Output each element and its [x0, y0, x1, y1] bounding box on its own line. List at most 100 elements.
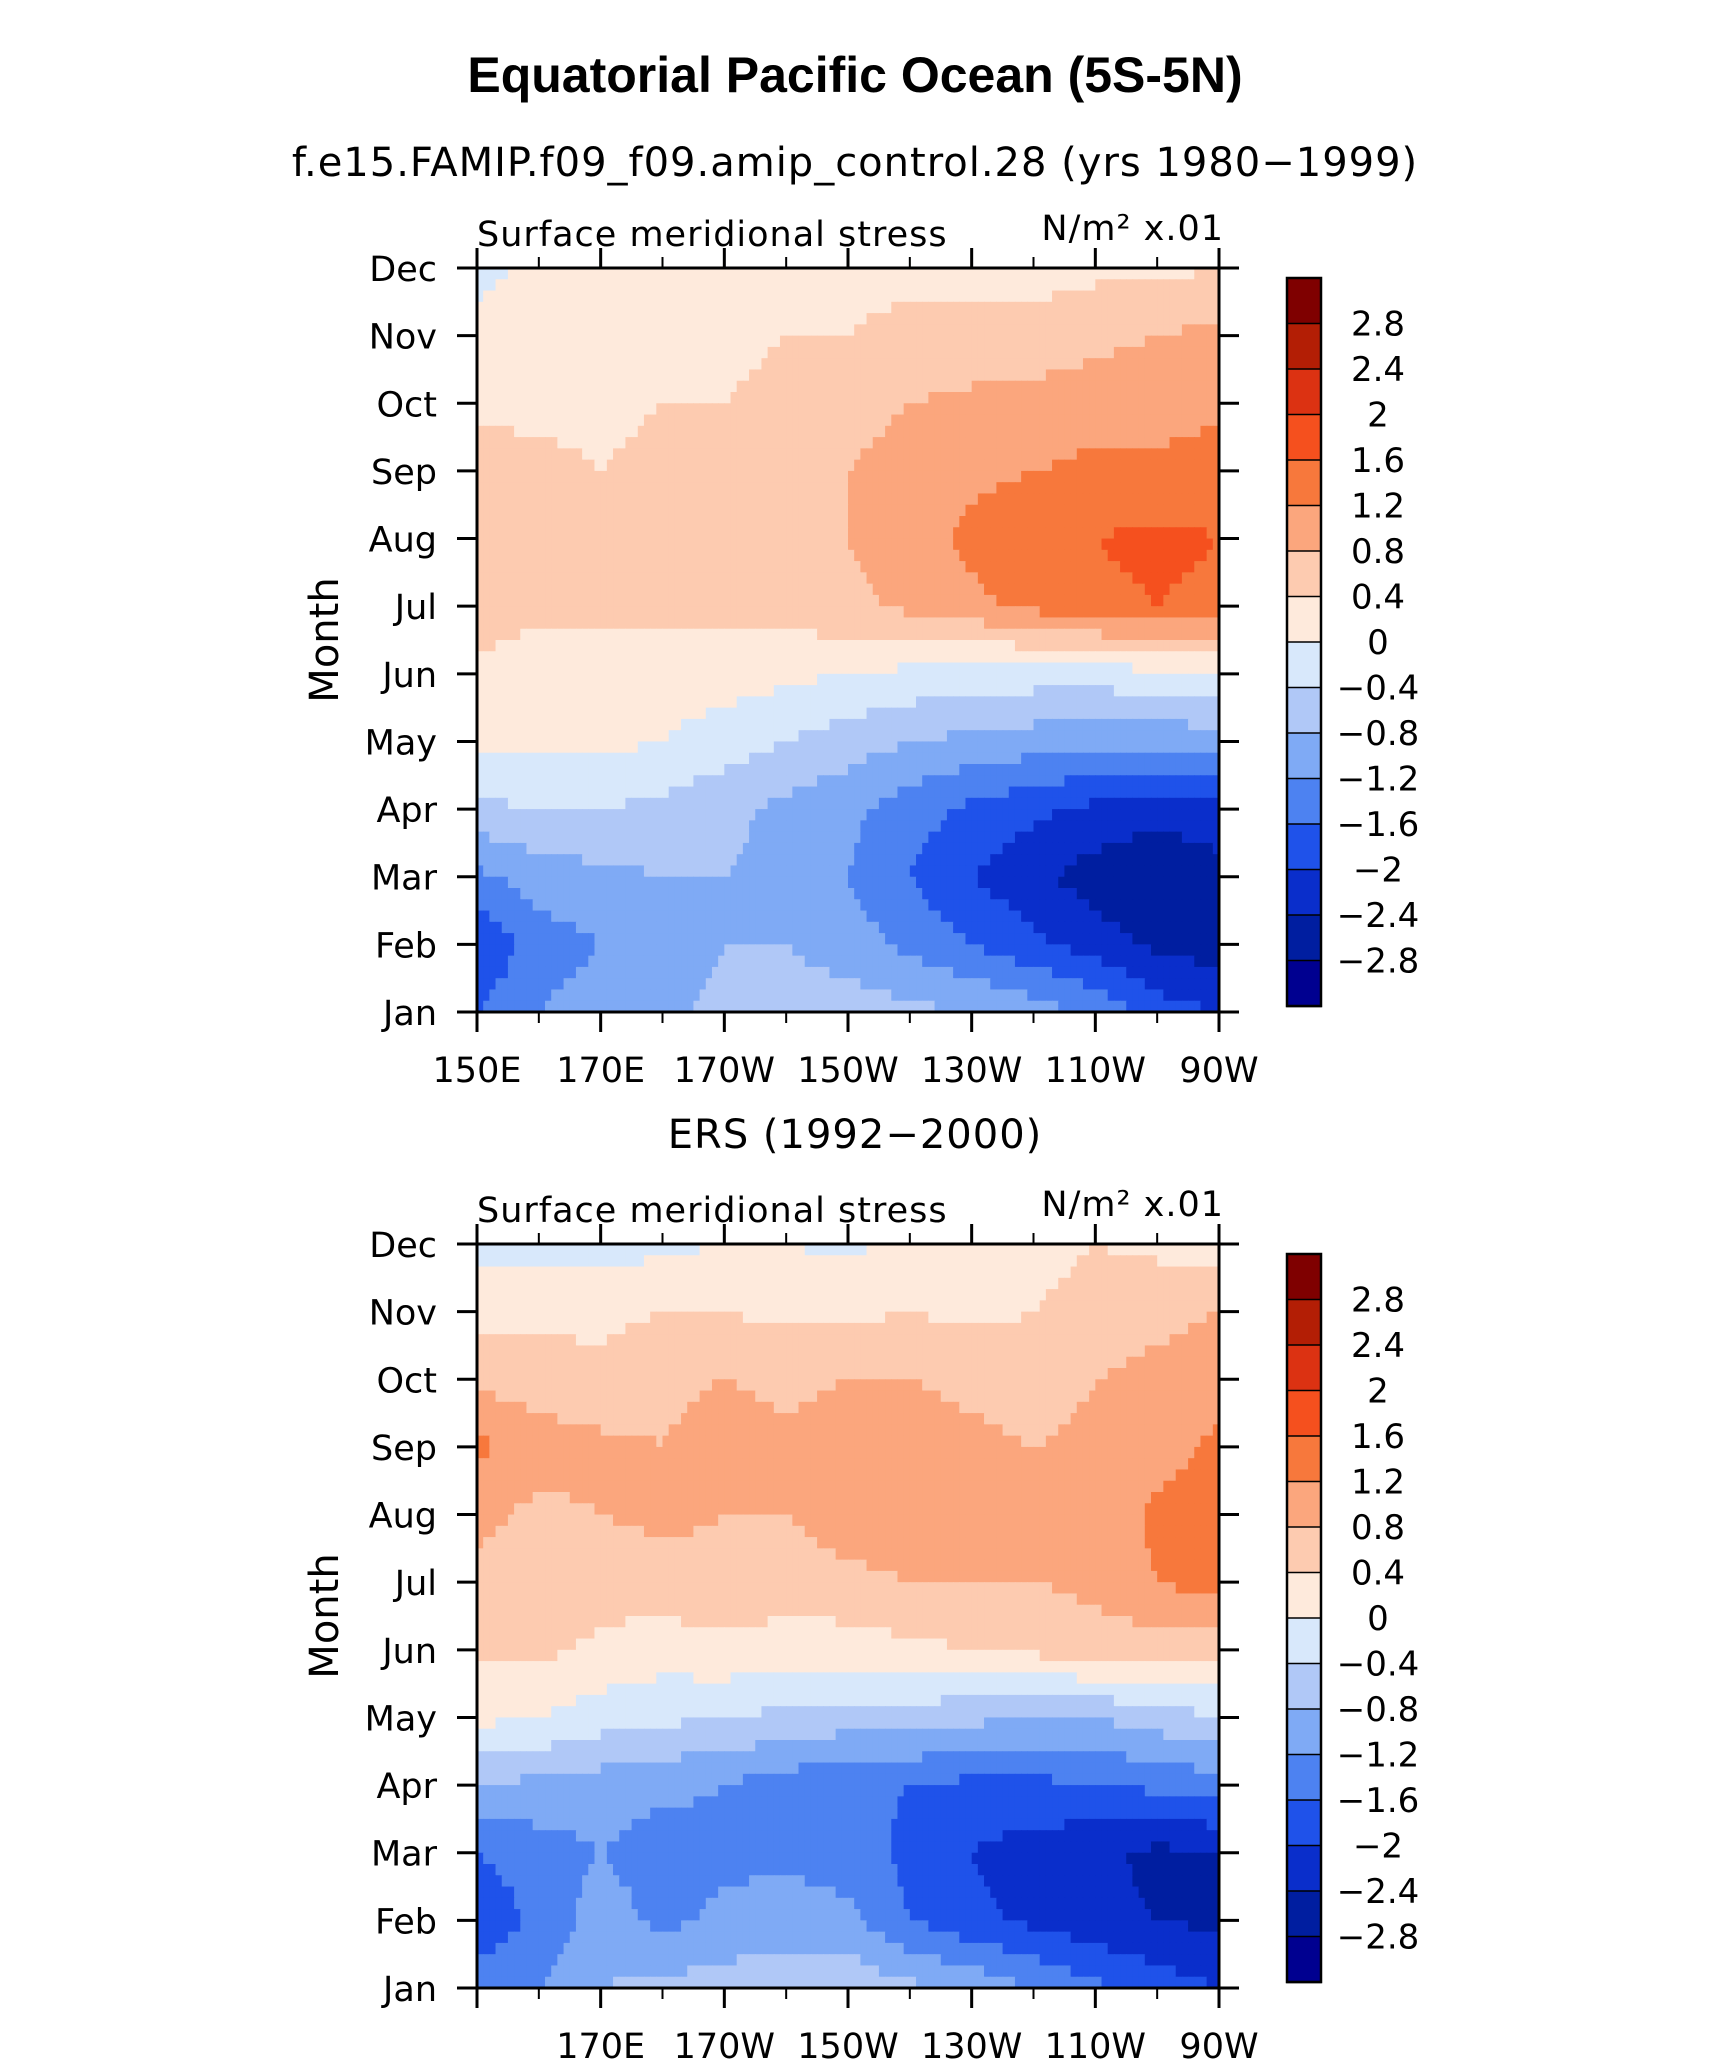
- heatmap-cell: [631, 380, 639, 393]
- heatmap-cell: [953, 673, 960, 686]
- heatmap-cell: [619, 459, 626, 472]
- heatmap-cell: [773, 459, 781, 472]
- heatmap-cell: [835, 572, 843, 585]
- heatmap-cell: [1076, 640, 1084, 652]
- heatmap-cell: [687, 392, 695, 404]
- heatmap-cell: [532, 392, 540, 404]
- heatmap-cell: [779, 459, 787, 472]
- heatmap-cell: [1194, 313, 1202, 325]
- heatmap-cell: [990, 346, 997, 359]
- heatmap-cell: [1157, 448, 1164, 461]
- heatmap-cell: [718, 718, 725, 731]
- heatmap-cell: [668, 617, 676, 630]
- heatmap-cell: [699, 673, 707, 686]
- heatmap-cell: [705, 516, 713, 528]
- heatmap-cell: [755, 459, 763, 472]
- heatmap-cell: [1095, 527, 1103, 540]
- heatmap-cell: [1033, 290, 1041, 303]
- heatmap-cell: [971, 324, 979, 337]
- heatmap-cell: [588, 549, 596, 562]
- heatmap-cell: [594, 662, 602, 675]
- heatmap-cell: [557, 549, 565, 562]
- heatmap-cell: [909, 470, 917, 483]
- heatmap-cell: [687, 459, 695, 472]
- heatmap-cell: [965, 685, 973, 697]
- heatmap-cell: [1052, 301, 1059, 314]
- heatmap-cell: [711, 707, 719, 720]
- heatmap-cell: [538, 527, 546, 540]
- heatmap-cell: [1076, 696, 1084, 709]
- heatmap-cell: [1082, 346, 1090, 359]
- heatmap-cell: [977, 301, 985, 314]
- heatmap-cell: [860, 617, 868, 630]
- heatmap-cell: [514, 640, 521, 652]
- heatmap-cell: [829, 369, 837, 382]
- heatmap-cell: [990, 527, 997, 540]
- heatmap-cell: [829, 313, 837, 325]
- heatmap-cell: [792, 403, 800, 416]
- heatmap-cell: [600, 685, 608, 697]
- heatmap-cell: [798, 369, 806, 382]
- heatmap-cell: [959, 662, 967, 675]
- heatmap-cell: [946, 685, 954, 697]
- heatmap-cell: [1175, 549, 1183, 562]
- heatmap-cell: [1089, 583, 1096, 596]
- heatmap-cell: [761, 617, 769, 630]
- heatmap-cell: [934, 516, 942, 528]
- heatmap-cell: [773, 628, 781, 641]
- heatmap-cell: [891, 707, 899, 720]
- heatmap-cell: [946, 673, 954, 686]
- heatmap-cell: [823, 685, 831, 697]
- heatmap-cell: [514, 673, 521, 686]
- heatmap-cell: [835, 718, 843, 731]
- heatmap-cell: [885, 358, 892, 371]
- heatmap-cell: [594, 414, 602, 427]
- heatmap-cell: [507, 459, 515, 472]
- heatmap-cell: [903, 358, 911, 371]
- heatmap-cell: [625, 628, 633, 641]
- heatmap-cell: [1021, 448, 1028, 461]
- heatmap-cell: [755, 549, 763, 562]
- heatmap-cell: [557, 662, 565, 675]
- heatmap-cell: [872, 572, 880, 585]
- heatmap-cell: [922, 583, 929, 596]
- heatmap-cell: [1027, 482, 1035, 495]
- heatmap-cell: [1107, 448, 1115, 461]
- heatmap-cell: [575, 493, 583, 506]
- heatmap-cell: [545, 380, 552, 393]
- heatmap-cell: [1076, 561, 1084, 573]
- heatmap-cell: [897, 459, 905, 472]
- heatmap-cell: [619, 617, 626, 630]
- heatmap-cell: [761, 346, 769, 359]
- heatmap-cell: [507, 437, 515, 449]
- heatmap-cell: [699, 437, 707, 449]
- heatmap-cell: [1101, 279, 1109, 292]
- heatmap-cell: [711, 673, 719, 686]
- heatmap-cell: [909, 561, 917, 573]
- heatmap-cell: [495, 685, 503, 697]
- heatmap-cell: [625, 425, 633, 438]
- heatmap-cell: [483, 628, 490, 641]
- heatmap-cell: [699, 346, 707, 359]
- heatmap-cell: [1058, 403, 1066, 416]
- heatmap-cell: [501, 583, 509, 596]
- heatmap-cell: [1157, 324, 1164, 337]
- heatmap-cell: [792, 459, 800, 472]
- heatmap-cell: [736, 448, 744, 461]
- heatmap-cell: [668, 324, 676, 337]
- heatmap-cell: [965, 504, 973, 517]
- heatmap-cell: [1058, 425, 1066, 438]
- heatmap-cell: [835, 549, 843, 562]
- heatmap-cell: [953, 493, 960, 506]
- heatmap-cell: [841, 606, 849, 619]
- heatmap-cell: [600, 335, 608, 348]
- heatmap-cell: [928, 369, 936, 382]
- heatmap-cell: [507, 673, 515, 686]
- heatmap-cell: [619, 313, 626, 325]
- heatmap-cell: [996, 516, 1004, 528]
- heatmap-cell: [477, 640, 484, 652]
- heatmap-cell: [625, 493, 633, 506]
- heatmap-cell: [668, 662, 676, 675]
- heatmap-cell: [953, 628, 960, 641]
- heatmap-cell: [625, 335, 633, 348]
